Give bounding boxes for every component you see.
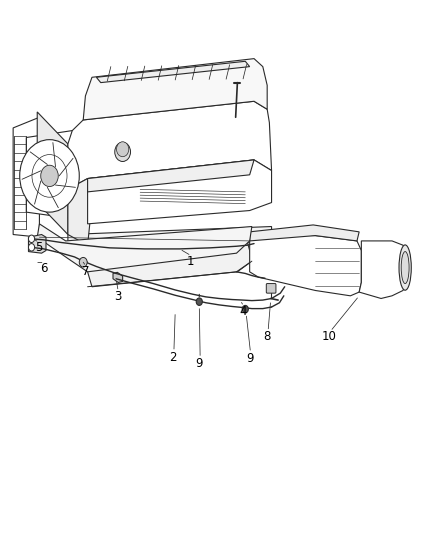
Polygon shape	[88, 160, 254, 192]
Polygon shape	[83, 59, 267, 120]
Polygon shape	[26, 131, 80, 219]
Circle shape	[115, 142, 131, 161]
Polygon shape	[68, 227, 272, 259]
Text: 6: 6	[40, 262, 48, 274]
Circle shape	[117, 142, 129, 157]
Polygon shape	[88, 160, 272, 224]
Text: 1: 1	[187, 255, 194, 268]
FancyBboxPatch shape	[266, 284, 276, 293]
Polygon shape	[13, 117, 39, 237]
Polygon shape	[113, 272, 123, 282]
Circle shape	[41, 165, 58, 187]
Text: 7: 7	[81, 265, 89, 278]
Circle shape	[28, 235, 35, 243]
Polygon shape	[359, 241, 407, 298]
Text: 4: 4	[239, 305, 247, 318]
Polygon shape	[96, 61, 250, 83]
Polygon shape	[88, 243, 252, 287]
Text: 8: 8	[264, 330, 271, 343]
Ellipse shape	[401, 252, 409, 284]
Circle shape	[79, 257, 87, 267]
Ellipse shape	[399, 245, 411, 290]
Polygon shape	[68, 179, 90, 245]
Text: 10: 10	[322, 330, 337, 343]
Polygon shape	[37, 112, 68, 235]
Polygon shape	[28, 235, 46, 253]
Polygon shape	[68, 101, 272, 189]
Text: 3: 3	[114, 290, 121, 303]
Circle shape	[20, 140, 79, 212]
Polygon shape	[37, 224, 252, 272]
Text: 9: 9	[195, 357, 203, 370]
Text: 5: 5	[35, 241, 42, 254]
Text: 9: 9	[246, 352, 254, 365]
Circle shape	[28, 244, 35, 251]
Circle shape	[196, 298, 202, 305]
Text: 2: 2	[169, 351, 177, 364]
Circle shape	[242, 305, 248, 313]
Polygon shape	[250, 235, 361, 296]
Polygon shape	[250, 225, 359, 241]
